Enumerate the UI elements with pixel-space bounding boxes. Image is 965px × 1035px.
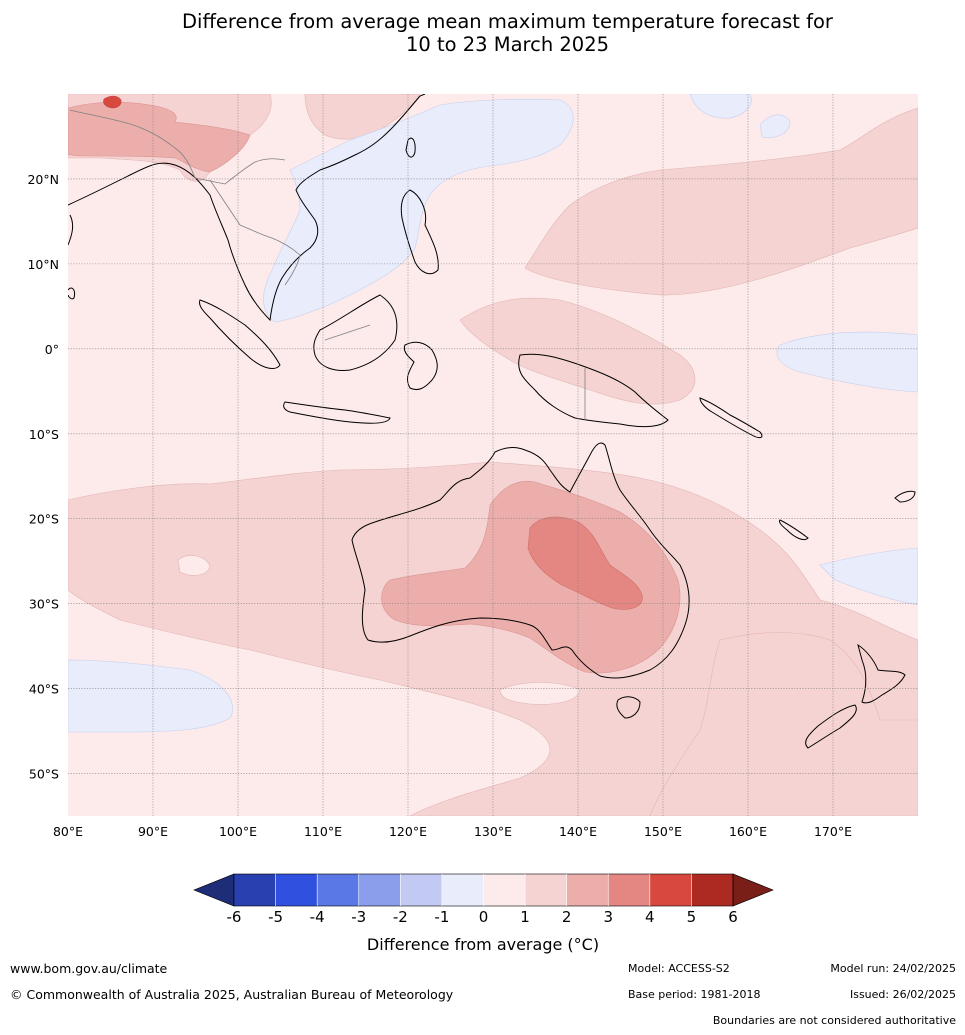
lon-label: 110°E [304, 824, 342, 839]
base-period: Base period: 1981-2018 [628, 988, 761, 1001]
lat-label: 30°S [29, 597, 59, 612]
map-panel [68, 94, 918, 816]
coastline-fiji [894, 490, 916, 503]
lat-label: 0° [45, 342, 59, 357]
colorbar-tick-label: 4 [645, 908, 655, 926]
lat-axis-labels: 20°N 10°N 0° 10°S 20°S 30°S 40°S 50°S [27, 172, 59, 782]
lon-label: 150°E [644, 824, 682, 839]
map-title-line1: Difference from average mean maximum tem… [182, 10, 833, 33]
lon-label: 160°E [729, 824, 767, 839]
colorbar-extend-min [193, 873, 235, 907]
coastline-new-caledonia [779, 519, 809, 541]
colorbar-tick-label: 3 [603, 908, 613, 926]
contour-2-3-australia [381, 480, 681, 674]
contour-neg-pacific-east [759, 114, 791, 138]
coastlines [68, 94, 916, 749]
coastline-solomons [699, 397, 763, 439]
contour-1-2-east-pacific [524, 107, 918, 296]
map-title-line2: 10 to 23 March 2025 [405, 33, 610, 56]
colorbar-tick-label: 1 [520, 908, 530, 926]
coastline-sri-lanka [68, 287, 75, 300]
contour-neg-pacific-north [689, 94, 752, 119]
colorbar-tick-label: -4 [310, 908, 325, 926]
map-title: Difference from average mean maximum tem… [0, 10, 965, 56]
coastline-asia-mainland [68, 94, 426, 322]
lon-label: 140°E [559, 824, 597, 839]
coastline-tasmania [616, 696, 641, 719]
colorbar: -6 -5 -4 -3 -2 -1 0 1 2 3 4 5 6 [193, 873, 774, 926]
coastline-sulawesi [403, 341, 438, 391]
issued-date: Issued: 26/02/2025 [849, 988, 956, 1001]
contour-neg-southwest [68, 659, 233, 733]
coastline-new-zealand-north [857, 643, 906, 704]
colorbar-tick-label: -2 [393, 908, 408, 926]
contour-neg-equatorial-east [776, 331, 918, 393]
website-link[interactable]: www.bom.gov.au/climate [10, 961, 168, 976]
colorbar-bin [441, 874, 484, 906]
colorbar-tick-label: -5 [268, 908, 283, 926]
border-borneo [324, 324, 371, 341]
colorbar-bin [691, 874, 733, 906]
lon-label: 170°E [814, 824, 852, 839]
contour-0-1-patch-south [499, 682, 581, 705]
colorbar-bin [234, 874, 276, 906]
copyright-notice: © Commonwealth of Australia 2025, Austra… [10, 987, 454, 1002]
country-borders [69, 109, 586, 420]
colorbar-bin [358, 874, 401, 906]
colorbar-bin [566, 874, 609, 906]
contour-neg-scs [263, 98, 574, 323]
colorbar-tick-label: 6 [728, 908, 738, 926]
colorbar-bin [317, 874, 359, 906]
coastline-philippines [400, 189, 439, 275]
boundary-disclaimer: Boundaries are not considered authoritat… [712, 1014, 956, 1027]
coastline-new-zealand-south [805, 704, 857, 749]
colorbar-extend-max [732, 873, 774, 907]
model-run-date: Model run: 24/02/2025 [830, 962, 956, 975]
lon-axis-labels: 80°E 90°E 100°E 110°E 120°E 130°E 140°E 150°E 16… [53, 824, 852, 839]
coastline-india [68, 214, 74, 246]
colorbar-bin [649, 874, 692, 906]
model-name: Model: ACCESS-S2 [628, 962, 730, 975]
coastline-java [283, 401, 391, 424]
colorbar-bin [400, 874, 442, 906]
contour-neg-southeast [819, 547, 918, 606]
contour-1-2-tasman [649, 632, 918, 816]
contour-1-2-maritime [459, 297, 696, 405]
contour-4-5-himalaya [103, 95, 122, 109]
lat-label: 10°S [29, 427, 59, 442]
lat-label: 20°S [29, 512, 59, 527]
colorbar-bin [483, 874, 526, 906]
colorbar-tick-label: 2 [562, 908, 572, 926]
lat-label: 40°S [29, 682, 59, 697]
lon-label: 120°E [389, 824, 427, 839]
colorbar-tick-label: -3 [351, 908, 366, 926]
lat-label: 20°N [27, 172, 59, 187]
lon-label: 100°E [219, 824, 257, 839]
lon-label: 80°E [53, 824, 83, 839]
anomaly-contours [68, 94, 918, 816]
contour-0-1-patch-west [177, 555, 211, 576]
coastline-australia [351, 442, 690, 679]
coastline-borneo [313, 294, 398, 371]
colorbar-tick-label: 0 [479, 908, 489, 926]
lon-label: 130°E [474, 824, 512, 839]
colorbar-bin [525, 874, 567, 906]
coastline-taiwan [405, 137, 416, 158]
colorbar-tick-label: 5 [687, 908, 697, 926]
colorbar-tick-label: -1 [434, 908, 449, 926]
border-indochina [209, 179, 301, 286]
map-gridlines [68, 94, 918, 816]
lat-label: 10°N [27, 257, 59, 272]
coastline-sumatra [199, 299, 281, 369]
lat-label: 50°S [29, 767, 59, 782]
colorbar-bin [275, 874, 318, 906]
contour-3-4-australia [527, 516, 643, 610]
border-south-asia [69, 109, 286, 185]
colorbar-tick-label: -6 [227, 908, 242, 926]
lon-label: 90°E [138, 824, 168, 839]
colorbar-label: Difference from average (°C) [367, 935, 599, 954]
coastline-new-guinea [518, 353, 669, 428]
colorbar-bin [608, 874, 650, 906]
